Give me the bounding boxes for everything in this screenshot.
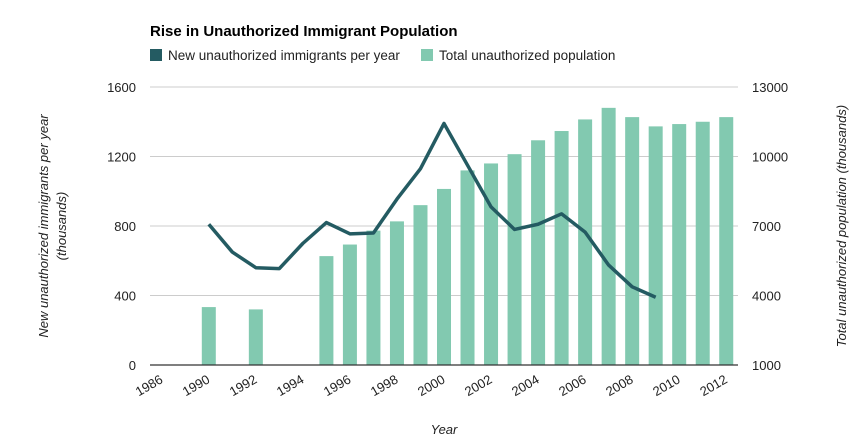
bar-1998[interactable]	[389, 221, 404, 365]
y-right-tick-label: 1000	[752, 358, 781, 373]
bar-1996[interactable]	[342, 244, 357, 365]
x-tick-label: 1990	[180, 372, 213, 399]
bar-1999[interactable]	[413, 205, 428, 365]
bar-2007[interactable]	[601, 107, 616, 365]
y-axis-right-title: Total unauthorized population (thousands…	[834, 105, 849, 347]
x-tick-label: 1994	[274, 372, 307, 399]
y-left-tick-label: 800	[114, 219, 136, 234]
y-right-tick-label: 13000	[752, 80, 788, 95]
bar-2006[interactable]	[578, 119, 593, 365]
bar-1995[interactable]	[319, 256, 334, 365]
bar-2010[interactable]	[672, 124, 687, 365]
x-tick-label: 1992	[227, 372, 260, 399]
y-axis-left-ticks: 0 400 800 1200 1600	[107, 80, 136, 373]
bar-series-total-population	[201, 107, 734, 365]
y-axis-left-title: New unauthorized immigrants per year (th…	[36, 114, 69, 338]
legend: New unauthorized immigrants per year Tot…	[150, 48, 615, 63]
legend-item-total-population[interactable]: Total unauthorized population	[421, 48, 615, 63]
x-tick-label: 2004	[509, 372, 542, 399]
x-tick-label: 2000	[415, 372, 448, 399]
legend-swatch-new-immigrants	[150, 49, 162, 61]
bar-1990[interactable]	[201, 307, 216, 365]
y-left-tick-label: 400	[114, 289, 136, 304]
bar-2009[interactable]	[648, 126, 663, 365]
bar-2004[interactable]	[531, 140, 546, 365]
bar-2011[interactable]	[695, 121, 710, 365]
y-axis-right-ticks: 1000 4000 7000 10000 13000	[752, 80, 788, 373]
x-tick-label: 1998	[368, 372, 401, 399]
x-axis-title: Year	[431, 422, 458, 437]
y-left-tick-label: 1200	[107, 150, 136, 165]
line-path	[207, 121, 657, 299]
y-right-tick-label: 7000	[752, 219, 781, 234]
bar-2003[interactable]	[507, 154, 522, 365]
bar-2005[interactable]	[554, 131, 569, 365]
legend-swatch-total-population	[421, 49, 433, 61]
y-right-tick-label: 10000	[752, 150, 788, 165]
x-axis-ticks: 1986 1990 1992 1994 1996 1998 2000 2002 2004 2006…	[133, 372, 730, 399]
x-tick-label: 2006	[556, 372, 589, 399]
y-left-tick-label: 1600	[107, 80, 136, 95]
bar-2000[interactable]	[437, 188, 451, 365]
y-axis-left-title-line1: New unauthorized immigrants per year	[36, 114, 51, 338]
line-series-new-immigrants	[207, 121, 657, 299]
bar-2002[interactable]	[484, 163, 499, 365]
x-tick-label: 2008	[603, 372, 636, 399]
bar-1992[interactable]	[248, 309, 263, 365]
bar-2012[interactable]	[719, 117, 734, 365]
bar-1997[interactable]	[366, 230, 381, 365]
chart-title: Rise in Unauthorized Immigrant Populatio…	[150, 23, 458, 40]
y-axis-left-title-line2: (thousands)	[54, 192, 69, 261]
bar-2008[interactable]	[625, 117, 640, 365]
x-tick-label: 2002	[462, 372, 495, 399]
x-tick-label: 2010	[650, 372, 683, 399]
legend-item-new-immigrants[interactable]: New unauthorized immigrants per year	[150, 48, 400, 63]
x-tick-label: 2012	[697, 372, 730, 399]
bar-2001[interactable]	[460, 170, 475, 365]
y-right-tick-label: 4000	[752, 289, 781, 304]
legend-label-total-population: Total unauthorized population	[439, 48, 615, 63]
y-left-tick-label: 0	[129, 358, 136, 373]
x-tick-label: 1996	[321, 372, 354, 399]
legend-label-new-immigrants: New unauthorized immigrants per year	[168, 48, 400, 63]
x-tick-label: 1986	[133, 372, 166, 399]
